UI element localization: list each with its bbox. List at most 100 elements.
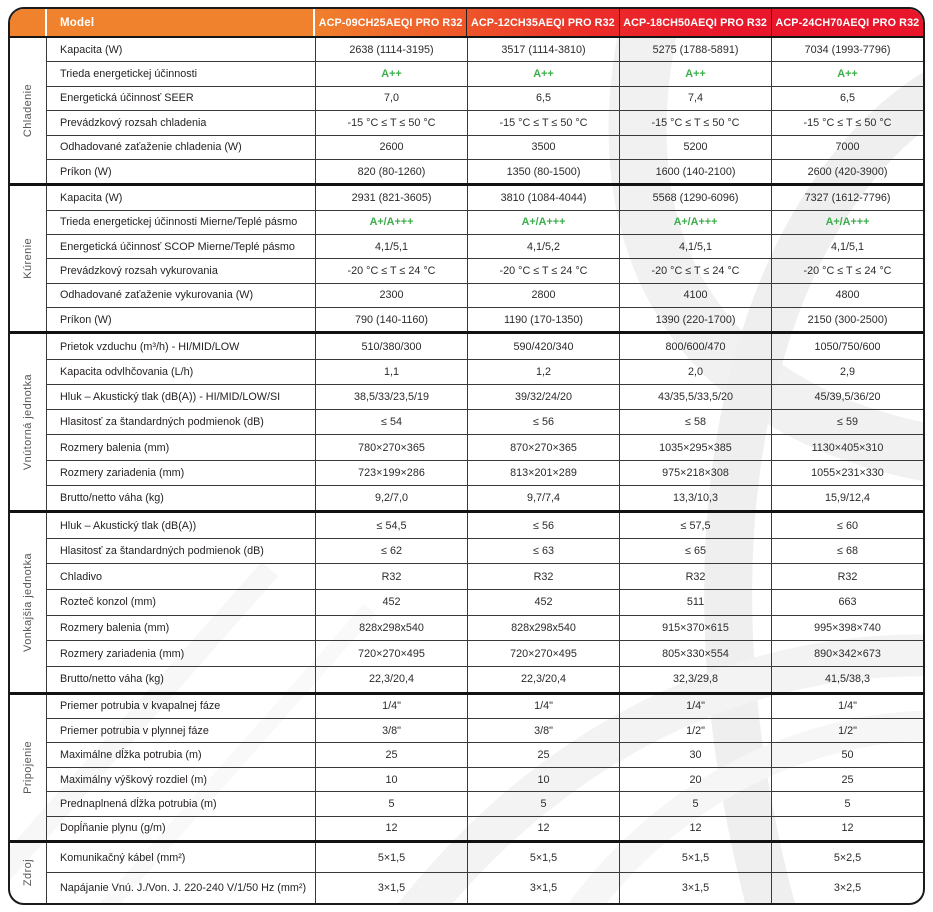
section-label: Vnútorná jednotka: [22, 374, 34, 471]
section-label: Kúrenie: [22, 238, 34, 280]
value-cell: 4800: [771, 283, 923, 308]
table-row: Prevádzkový rozsah chladenia -15 °C ≤ T ≤…: [47, 111, 923, 136]
value-cell: 975×218×308: [619, 460, 771, 485]
table-row: Prevádzkový rozsah vykurovania -20 °C ≤ T…: [47, 259, 923, 284]
row-label: Rozmery zariadenia (mm): [60, 647, 185, 660]
value-cell: 2,0: [619, 359, 771, 384]
table-row: Kapacita odvlhčovania (L/h) 1,1 1,2 2,0 2,9: [47, 359, 923, 385]
table-row: Energetická účinnosť SEER 7,0 6,5 7,4 6,5: [47, 86, 923, 112]
table-row: Rozmery zariadenia (mm) 723×199×286 813×20…: [47, 460, 923, 486]
table-row: Rozmery zariadenia (mm) 720×270×495 720×27…: [47, 641, 923, 668]
value-cell: 1,2: [467, 359, 619, 384]
value-cell: A+/A+++: [771, 210, 923, 234]
value-cell: 12: [315, 816, 467, 840]
value-cell: 6,5: [467, 86, 619, 111]
table-row: Maximálne dĺžka potrubia (m) 25 25 30 50: [47, 743, 923, 768]
value-cell: ≤ 63: [467, 538, 619, 564]
value-cell: 25: [771, 767, 923, 792]
value-cell: 5: [467, 792, 619, 816]
value-cell: ≤ 58: [619, 410, 771, 435]
row-label: Trieda energetickej účinnosti: [60, 68, 198, 81]
value-cell: ≤ 59: [771, 410, 923, 435]
value-cell: 2800: [467, 283, 619, 308]
value-cell: A++: [467, 62, 619, 86]
value-cell: 9,2/7,0: [315, 485, 467, 511]
table-row: Brutto/netto váha (kg) 22,3/20,4 22,3/20,4…: [47, 667, 923, 692]
value-cell: 4,1/5,1: [315, 234, 467, 259]
value-cell: ≤ 65: [619, 538, 771, 564]
row-label: Rozmery balenia (mm): [60, 441, 170, 454]
value-cell: 50: [771, 743, 923, 767]
row-label: Brutto/netto váha (kg): [60, 673, 164, 686]
value-cell: 7,4: [619, 86, 771, 111]
value-cell: 590/420/340: [467, 334, 619, 359]
table-row: Rozmery balenia (mm) 828x298x540 828x298x5…: [47, 615, 923, 642]
value-cell: 22,3/20,4: [467, 667, 619, 692]
value-cell: 2931 (821-3605): [315, 186, 467, 210]
section-rows: Kapacita (W) 2931 (821-3605) 3810 (1084-40…: [47, 186, 923, 332]
value-cell: 805×330×554: [619, 641, 771, 667]
value-cell: 30: [619, 743, 771, 767]
table-row: Priemer potrubia v plynnej fáze 3/8" 3/8" 1…: [47, 719, 923, 744]
value-cell: -15 °C ≤ T ≤ 50 °C: [467, 111, 619, 135]
value-cell: 2600: [315, 135, 467, 159]
value-cell: 9,7/7,4: [467, 485, 619, 511]
value-cell: ≤ 57,5: [619, 513, 771, 538]
value-cell: 12: [467, 816, 619, 840]
value-cell: 2,9: [771, 359, 923, 384]
value-cell: 4,1/5,1: [619, 234, 771, 259]
value-cell: 3/8": [315, 719, 467, 743]
value-cell: -20 °C ≤ T ≤ 24 °C: [619, 259, 771, 283]
table-row: Hluk – Akustický tlak (dB(A)) ≤ 54,5 ≤ 56 ≤…: [47, 513, 923, 539]
model-header-acp18: ACP-18CH50AEQI PRO R32: [618, 9, 771, 36]
value-cell: 1050/750/600: [771, 334, 923, 359]
section-label-cell: Vonkajšia jednotka: [10, 513, 47, 692]
table-row: Hlasitosť za štandardných podmienok (dB)…: [47, 410, 923, 436]
table-row: Kapacita (W) 2931 (821-3605) 3810 (1084-40…: [47, 186, 923, 211]
value-cell: 452: [467, 590, 619, 615]
section-label: Vonkajšia jednotka: [22, 552, 34, 652]
value-cell: 723×199×286: [315, 460, 467, 485]
value-cell: 5275 (1788-5891): [619, 38, 771, 62]
value-cell: 43/35,5/33,5/20: [619, 384, 771, 410]
value-cell: 3×1,5: [467, 873, 619, 903]
row-label: Maximálne dĺžka potrubia (m): [60, 749, 202, 762]
value-cell: 790 (140-1160): [315, 308, 467, 332]
row-label: Dopĺňanie plynu (g/m): [60, 822, 166, 835]
value-cell: R32: [619, 564, 771, 590]
value-cell: 1/4": [467, 694, 619, 719]
row-label: Hlasitosť za štandardných podmienok (dB): [60, 416, 264, 429]
value-cell: 4,1/5,2: [467, 234, 619, 259]
table-row: Chladivo R32 R32 R32 R32: [47, 564, 923, 591]
value-cell: 3/8": [467, 719, 619, 743]
value-cell: A++: [315, 62, 467, 86]
row-label: Priemer potrubia v plynnej fáze: [60, 724, 209, 737]
row-label: Prednaplnená dĺžka potrubia (m): [60, 797, 217, 810]
value-cell: R32: [315, 564, 467, 590]
table-row: Brutto/netto váha (kg) 9,2/7,0 9,7/7,4 13,3…: [47, 485, 923, 511]
value-cell: 828x298x540: [467, 615, 619, 641]
value-cell: 870×270×365: [467, 435, 619, 460]
value-cell: 828x298x540: [315, 615, 467, 641]
value-cell: 5×1,5: [619, 842, 771, 873]
value-cell: 10: [467, 767, 619, 792]
value-cell: 1055×231×330: [771, 460, 923, 485]
value-cell: 663: [771, 590, 923, 615]
value-cell: 5: [771, 792, 923, 816]
section-rows: Priemer potrubia v kvapalnej fáze 1/4" 1/4…: [47, 694, 923, 840]
row-label: Prietok vzduchu (m³/h) - HI/MID/LOW: [60, 340, 240, 353]
value-cell: A++: [771, 62, 923, 86]
section-rows: Kapacita (W) 2638 (1114-3195) 3517 (1114-3…: [47, 38, 923, 184]
value-cell: 995×398×740: [771, 615, 923, 641]
value-cell: 1/2": [619, 719, 771, 743]
section-label: Chladenie: [22, 84, 34, 138]
table-row: Priemer potrubia v kvapalnej fáze 1/4" 1/4…: [47, 694, 923, 720]
table-row: Odhadované zaťaženie chladenia (W) 2600 35…: [47, 135, 923, 160]
value-cell: -20 °C ≤ T ≤ 24 °C: [467, 259, 619, 283]
value-cell: 7,0: [315, 86, 467, 111]
value-cell: 2150 (300-2500): [771, 308, 923, 332]
table-row: Hlasitosť za štandardných podmienok (dB)…: [47, 538, 923, 565]
table-row: Maximálny výškový rozdiel (m) 10 10 20 25: [47, 767, 923, 793]
value-cell: 20: [619, 767, 771, 792]
table-row: Príkon (W) 820 (80-1260) 1350 (80-1500) 160…: [47, 159, 923, 184]
